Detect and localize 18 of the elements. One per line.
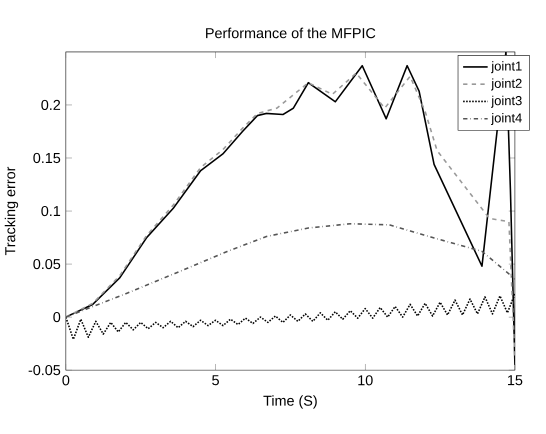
x-tick-label: 5 — [212, 375, 219, 386]
legend-label: joint3 — [491, 96, 522, 108]
legend-label: joint2 — [491, 78, 522, 90]
y-tick-label: 0.2 — [41, 100, 60, 110]
legend-label: joint1 — [491, 60, 522, 74]
line-series — [66, 222, 515, 318]
legend-label: joint4 — [491, 112, 522, 125]
x-axis-title: Time (S) — [263, 395, 317, 408]
y-tick-label: -0.05 — [28, 364, 60, 376]
y-tick-label: 0.05 — [33, 258, 60, 269]
y-tick-label: 0 — [53, 312, 60, 322]
x-tick-label: 10 — [358, 375, 373, 386]
x-tick-label: 15 — [508, 375, 522, 386]
y-axis-title: Tracking error — [4, 166, 18, 256]
chart-title: Performance of the MFPIC — [206, 28, 376, 38]
x-tick-label: 0 — [62, 375, 70, 386]
y-tick-label: 0.1 — [41, 206, 60, 216]
y-tick-label: 0.15 — [33, 152, 60, 163]
